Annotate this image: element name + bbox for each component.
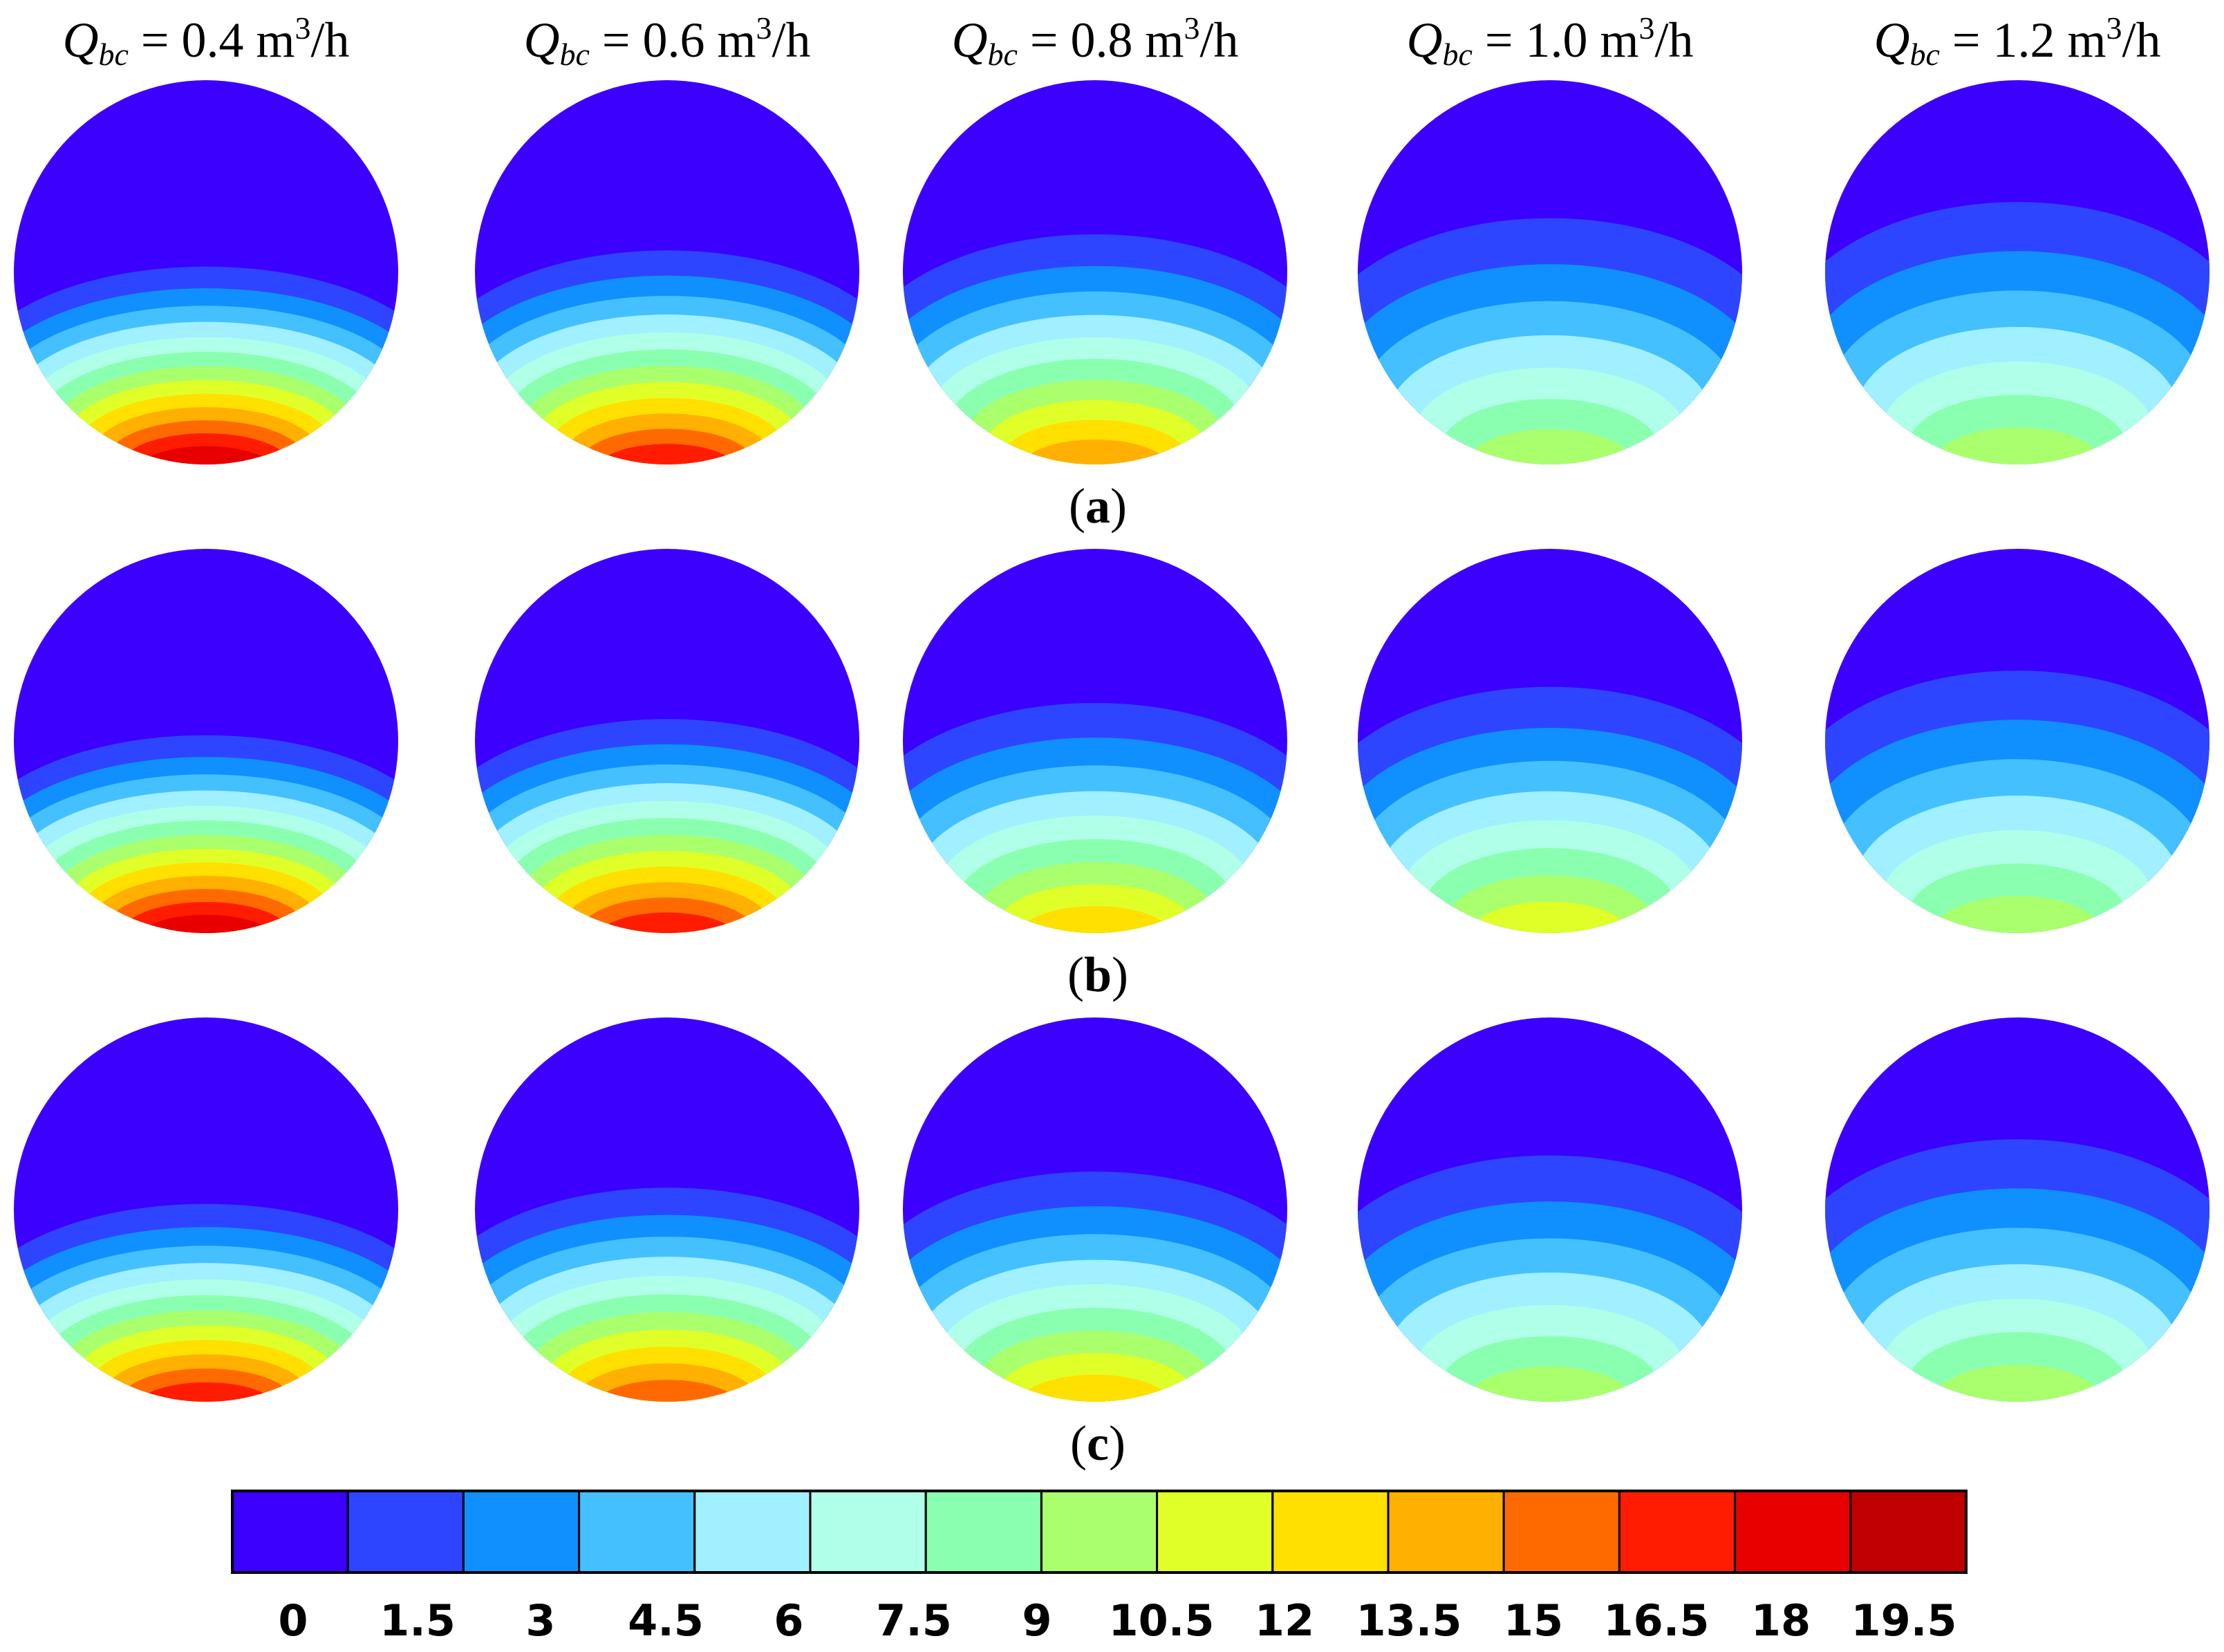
contour-band [118, 1368, 295, 1402]
contour-band [120, 901, 292, 933]
contour-band [134, 914, 278, 933]
colorbar-tick-label: 9 [1022, 1595, 1052, 1646]
colorbar-swatch [1502, 1490, 1620, 1574]
row-labels: (a) (b) (c) [1067, 478, 1128, 1471]
contour-band [1933, 896, 2102, 933]
colorbar-tick-label: 13.5 [1356, 1595, 1462, 1646]
colorbar-swatch [1618, 1490, 1737, 1574]
row-label-c: (c) [1070, 1416, 1125, 1471]
contour-panel-a-3 [903, 80, 1287, 464]
colorbar-swatch [1734, 1490, 1852, 1574]
contour-band [592, 1380, 742, 1402]
contour-panel-b-2 [475, 549, 859, 933]
column-header-4: Qbc = 1.0 m3/h [1406, 10, 1693, 72]
colorbar-tick-label: 4.5 [628, 1595, 704, 1646]
contour-band [579, 897, 756, 933]
colorbar-swatch [1271, 1490, 1390, 1574]
contour-band [1019, 439, 1171, 464]
contour-band [1933, 427, 2102, 464]
row-label-a: (a) [1069, 478, 1127, 534]
contour-panel-b-3 [903, 549, 1287, 933]
contour-band [1469, 901, 1631, 933]
colorbar-swatch [1040, 1490, 1159, 1574]
contour-band [134, 446, 278, 464]
colorbar-swatch [924, 1490, 1043, 1574]
colorbar-tick-label: 1.5 [380, 1595, 456, 1646]
contour-panel-a-2 [475, 80, 859, 464]
colorbar-swatch [1156, 1490, 1274, 1574]
colorbar-swatch [578, 1490, 696, 1574]
contour-panel-b-1 [14, 549, 398, 933]
contour-band [120, 433, 292, 464]
contour-panel-c-5 [1825, 1017, 2209, 1402]
colorbar-swatch [231, 1490, 349, 1574]
colorbar [231, 1490, 1968, 1574]
column-header-3: Qbc = 0.8 m3/h [951, 10, 1238, 72]
colorbar-tick-label: 12 [1255, 1595, 1314, 1646]
contour-panel-b-5 [1825, 549, 2209, 933]
contour-band [133, 1382, 279, 1402]
contour-band [1466, 1366, 1634, 1402]
contour-panel-c-2 [475, 1017, 859, 1402]
contour-band [1933, 1364, 2102, 1402]
colorbar-tick-label: 6 [774, 1595, 803, 1646]
colorbar-swatch [462, 1490, 581, 1574]
colorbar-swatch [693, 1490, 812, 1574]
colorbar-swatch [1849, 1490, 1968, 1574]
contour-panel-a-5 [1825, 80, 2209, 464]
column-header-1: Qbc = 0.4 m3/h [62, 10, 349, 72]
contour-band [1017, 905, 1173, 933]
contour-band [579, 429, 756, 464]
colorbar-tick-label: 18 [1751, 1595, 1811, 1646]
column-headers: Qbc = 0.4 m3/h Qbc = 0.6 m3/h Qbc = 0.8 … [62, 10, 2160, 72]
contour-panel-b-4 [1358, 549, 1742, 933]
contour-band [1017, 1374, 1173, 1402]
colorbar-tick-label: 16.5 [1604, 1595, 1710, 1646]
contour-band [594, 912, 740, 933]
colorbar-frame [231, 1490, 1968, 1574]
contour-panel-a-1 [14, 80, 398, 464]
colorbar-tick-label: 19.5 [1851, 1595, 1957, 1646]
column-header-5: Qbc = 1.2 m3/h [1873, 10, 2160, 72]
contour-band [594, 444, 740, 464]
contour-panel-c-3 [903, 1017, 1287, 1402]
contour-band [1466, 429, 1634, 464]
colorbar-tick-label: 15 [1504, 1595, 1563, 1646]
colorbar-swatch [1387, 1490, 1505, 1574]
colorbar-tick-label: 10.5 [1109, 1595, 1215, 1646]
contour-panel-c-4 [1358, 1017, 1742, 1402]
colorbar-tick-labels: 0 1.5 3 4.5 6 7.5 9 10.5 12 13.5 15 16.5… [278, 1595, 1956, 1646]
contour-panel-c-1 [14, 1017, 398, 1402]
colorbar-tick-label: 3 [525, 1595, 555, 1646]
contour-panel-a-4 [1358, 80, 1742, 464]
row-label-b: (b) [1067, 947, 1128, 1002]
column-header-2: Qbc = 0.6 m3/h [523, 10, 810, 72]
colorbar-tick-label: 0 [278, 1595, 308, 1646]
contour-panels [14, 80, 2209, 1402]
colorbar-swatch [346, 1490, 465, 1574]
colorbar-swatch [809, 1490, 927, 1574]
colorbar-tick-label: 7.5 [876, 1595, 952, 1646]
